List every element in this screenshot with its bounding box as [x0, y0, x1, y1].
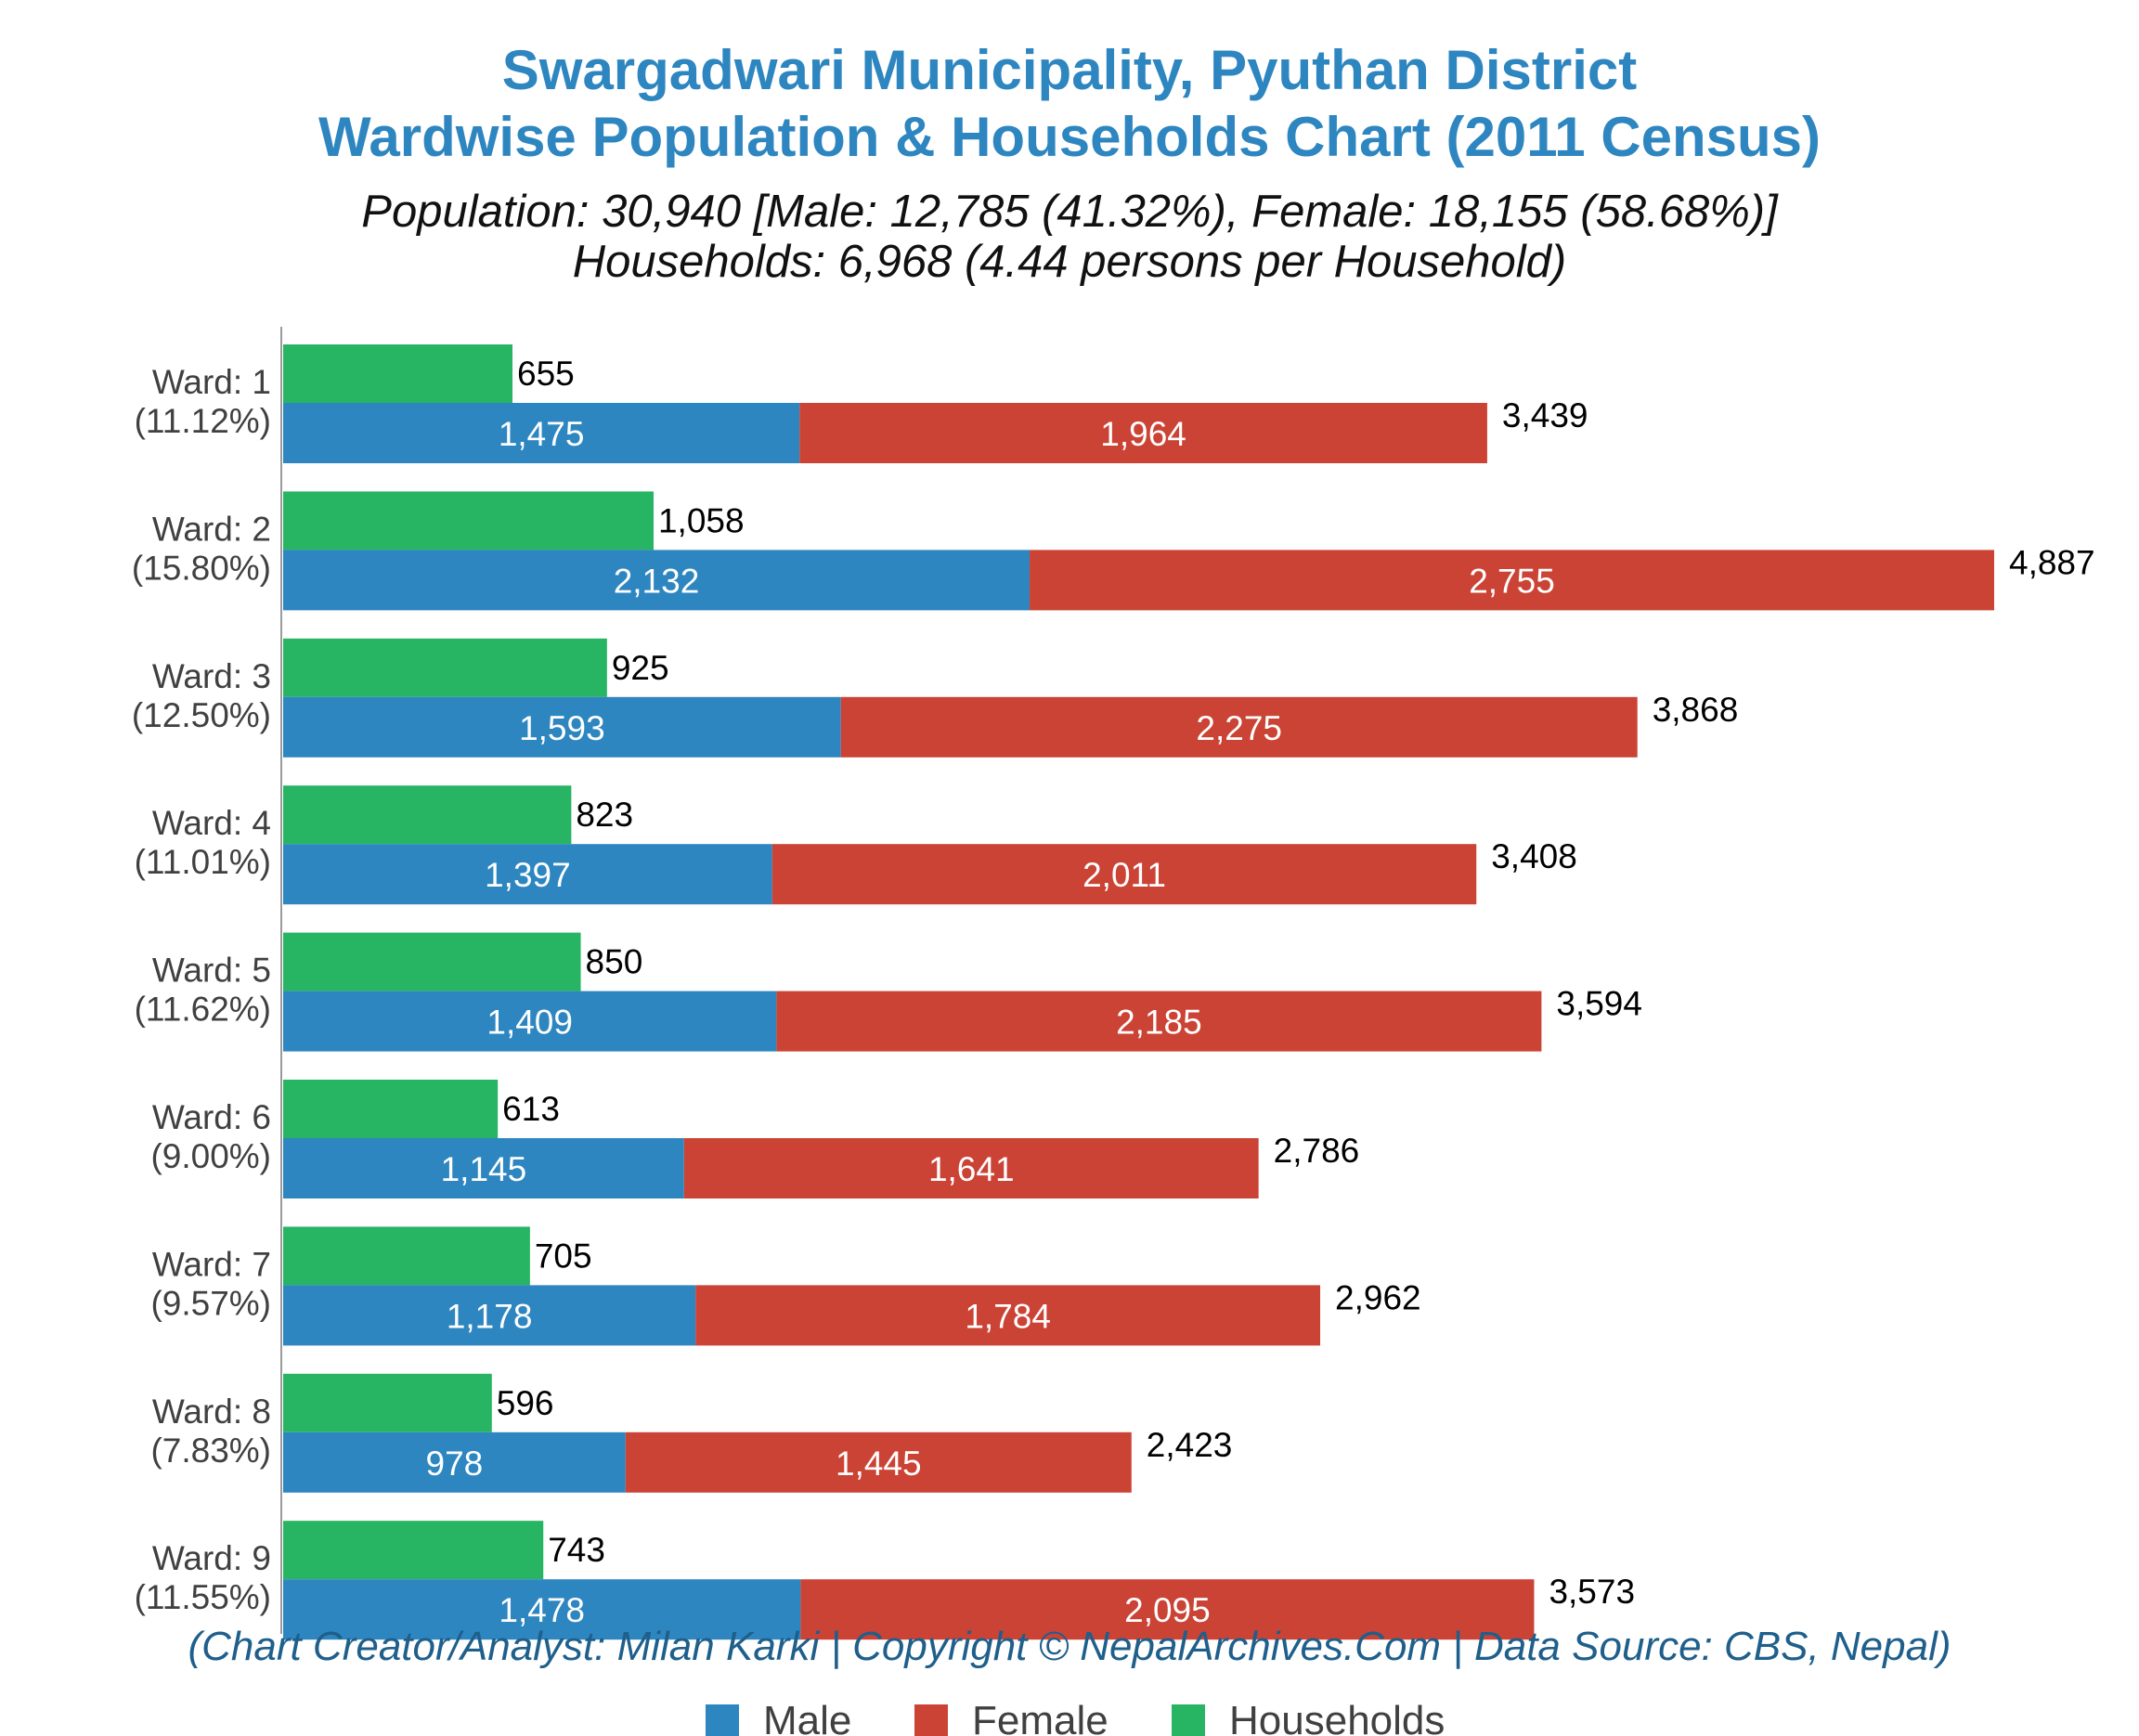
- households-value-label: 1,058: [658, 501, 745, 539]
- legend-swatch-male: [706, 1704, 739, 1736]
- legend-label-households: Households: [1229, 1698, 1445, 1736]
- households-value-label: 613: [502, 1090, 560, 1128]
- chart-title-line2: Wardwise Population & Households Chart (…: [318, 106, 1821, 168]
- ward-percent-label: (9.00%): [150, 1137, 271, 1175]
- ward-label: Ward: 8: [152, 1393, 271, 1431]
- male-bar: [283, 1579, 801, 1640]
- ward-percent-label: (12.50%): [132, 696, 271, 734]
- female-value-label: 2,755: [1469, 562, 1555, 600]
- ward-label: Ward: 5: [152, 952, 271, 990]
- male-value-label: 1,409: [486, 1004, 573, 1042]
- total-value-label: 3,573: [1549, 1573, 1635, 1611]
- female-bar: [695, 1285, 1321, 1346]
- total-value-label: 2,423: [1147, 1426, 1233, 1464]
- ward-label: Ward: 9: [152, 1539, 271, 1577]
- legend-label-female: Female: [972, 1698, 1108, 1736]
- households-value-label: 596: [497, 1384, 554, 1422]
- legend-label-male: Male: [763, 1698, 851, 1736]
- male-value-label: 1,145: [441, 1150, 527, 1188]
- male-bar: [283, 991, 777, 1052]
- households-bar: [283, 785, 572, 845]
- ward-percent-label: (7.83%): [150, 1432, 271, 1470]
- female-value-label: 1,445: [836, 1445, 922, 1483]
- female-bar: [800, 1579, 1535, 1640]
- ward-percent-label: (15.80%): [132, 549, 271, 587]
- chart-subtitle-line1: Population: 30,940 [Male: 12,785 (41.32%…: [361, 187, 1779, 237]
- male-bar: [283, 696, 841, 758]
- households-bar: [283, 638, 607, 697]
- female-value-label: 2,185: [1116, 1004, 1202, 1042]
- male-bar: [283, 1138, 684, 1198]
- ward-percent-label: (11.01%): [135, 843, 271, 881]
- ward-label: Ward: 3: [152, 657, 271, 695]
- legend-swatch-households: [1172, 1704, 1205, 1736]
- female-value-label: 1,641: [928, 1150, 1015, 1188]
- ward-percent-label: (9.57%): [150, 1284, 271, 1322]
- female-bar: [683, 1138, 1259, 1198]
- legend-swatch-female: [914, 1704, 948, 1736]
- female-value-label: 2,275: [1196, 709, 1282, 747]
- ward-label: Ward: 6: [152, 1098, 271, 1136]
- ward-label: Ward: 2: [152, 510, 271, 548]
- households-value-label: 655: [517, 355, 575, 393]
- households-bar: [283, 932, 581, 991]
- chart-credit: (Chart Creator/Analyst: Milan Karki | Co…: [188, 1624, 1951, 1669]
- male-value-label: 2,132: [614, 562, 700, 600]
- households-bar: [283, 344, 513, 403]
- households-bar: [283, 491, 654, 551]
- total-value-label: 2,962: [1335, 1278, 1421, 1316]
- male-value-label: 1,397: [485, 856, 571, 894]
- households-value-label: 705: [535, 1237, 592, 1275]
- female-value-label: 1,784: [965, 1297, 1051, 1335]
- ward-percent-label: (11.55%): [135, 1578, 271, 1616]
- households-value-label: 823: [576, 796, 633, 834]
- total-value-label: 2,786: [1274, 1132, 1360, 1170]
- female-bar: [771, 844, 1477, 905]
- female-bar: [799, 403, 1487, 463]
- female-bar: [625, 1432, 1132, 1493]
- households-value-label: 850: [586, 943, 643, 981]
- households-bar: [283, 1226, 530, 1286]
- female-bar: [1030, 550, 1994, 611]
- ward-label: Ward: 7: [152, 1245, 271, 1283]
- chart-title-line1: Swargadwari Municipality, Pyuthan Distri…: [502, 39, 1637, 101]
- male-bar: [283, 403, 800, 463]
- ward-label: Ward: 1: [152, 363, 271, 401]
- male-value-label: 1,478: [499, 1591, 585, 1629]
- male-value-label: 1,178: [447, 1297, 533, 1335]
- chart-legend: Male Female Households: [706, 1698, 1445, 1736]
- households-bar: [283, 1373, 492, 1432]
- female-bar: [840, 696, 1638, 758]
- households-bar: [283, 1521, 544, 1580]
- male-bar: [283, 1285, 696, 1346]
- male-value-label: 978: [426, 1445, 484, 1483]
- female-value-label: 2,011: [1082, 856, 1166, 894]
- female-value-label: 2,095: [1124, 1591, 1211, 1629]
- total-value-label: 3,868: [1653, 691, 1739, 729]
- male-bar: [283, 844, 772, 905]
- total-value-label: 3,594: [1556, 985, 1642, 1023]
- total-value-label: 3,439: [1502, 396, 1588, 434]
- female-value-label: 1,964: [1100, 415, 1186, 453]
- male-value-label: 1,593: [519, 709, 605, 747]
- male-bar: [283, 550, 1031, 611]
- male-value-label: 1,475: [499, 415, 585, 453]
- female-bar: [776, 991, 1542, 1052]
- ward-label: Ward: 4: [152, 804, 271, 842]
- households-value-label: 743: [548, 1531, 605, 1569]
- ward-percent-label: (11.62%): [135, 991, 271, 1029]
- households-bar: [283, 1080, 499, 1138]
- total-value-label: 4,887: [2009, 543, 2095, 581]
- ward-percent-label: (11.12%): [135, 402, 271, 440]
- plot-area: 655 1,475 1,964 3,439 Ward: 1(11.12%) 1,058 2,…: [132, 344, 2095, 1640]
- male-bar: [283, 1432, 626, 1493]
- total-value-label: 3,408: [1491, 837, 1577, 875]
- chart-subtitle-line2: Households: 6,968 (4.44 persons per Hous…: [573, 237, 1567, 287]
- households-value-label: 925: [612, 649, 669, 687]
